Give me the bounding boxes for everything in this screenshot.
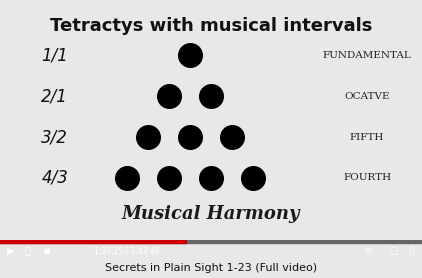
Bar	[0, 240, 186, 243]
Text: FOURTH: FOURTH	[343, 173, 391, 182]
Text: 1:39:25 / 3:43:46: 1:39:25 / 3:43:46	[94, 246, 160, 255]
Text: ⚙: ⚙	[363, 245, 371, 255]
Text: Tetractys with musical intervals: Tetractys with musical intervals	[50, 17, 372, 35]
Text: 4/3: 4/3	[41, 169, 68, 187]
Text: OCATVE: OCATVE	[344, 92, 390, 101]
Text: 2/1: 2/1	[41, 87, 68, 105]
Text: ⛶: ⛶	[409, 246, 414, 255]
Text: 1/1: 1/1	[41, 46, 68, 64]
Text: Musical Harmony: Musical Harmony	[122, 205, 300, 223]
Text: Secrets in Plain Sight 1-23 (Full video): Secrets in Plain Sight 1-23 (Full video)	[105, 263, 317, 272]
Text: ▶: ▶	[7, 245, 14, 255]
Text: □: □	[388, 245, 397, 255]
Bar	[0, 240, 422, 243]
Text: FUNDAMENTAL: FUNDAMENTAL	[323, 51, 411, 60]
Text: FIFTH: FIFTH	[350, 133, 384, 142]
Text: ⏭: ⏭	[24, 245, 30, 255]
Text: ■: ■	[43, 248, 50, 254]
Text: 3/2: 3/2	[41, 128, 68, 146]
